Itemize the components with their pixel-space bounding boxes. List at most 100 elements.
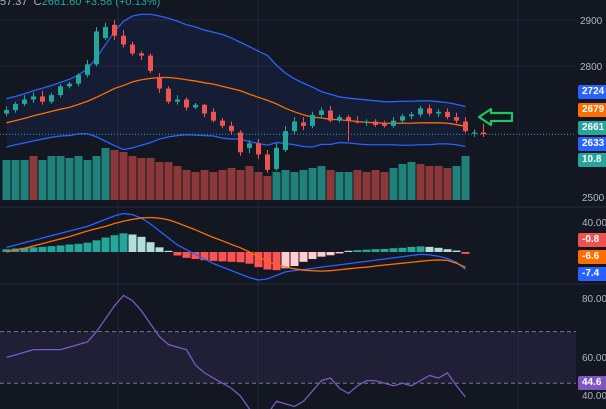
- volume-bar: [74, 156, 83, 200]
- bollinger-fill: [6, 14, 466, 150]
- macd-histogram-bar: [119, 233, 128, 252]
- volume-bar: [209, 172, 218, 200]
- candle-body: [310, 114, 315, 126]
- macd-histogram-bar: [254, 252, 263, 268]
- volume-bar: [83, 160, 92, 200]
- badge-macd-hist: -0.8: [578, 233, 606, 247]
- macd-line: [6, 212, 466, 281]
- change-value: +3.58 (+0.13%): [84, 0, 161, 8]
- badge-bb-upper: 2724: [578, 85, 606, 99]
- candle-body: [400, 116, 405, 121]
- macd-histogram-bar: [299, 252, 308, 262]
- close-value: 2661.60: [41, 0, 82, 8]
- candle-body: [472, 132, 477, 134]
- rsi-tick-40: 40.00: [582, 391, 606, 402]
- volume-bar: [299, 170, 308, 200]
- candle-body: [193, 104, 198, 108]
- candle-body: [283, 131, 288, 151]
- badge-macd-line: -7.4: [578, 267, 606, 281]
- macd-histogram-bar: [218, 252, 227, 262]
- candle-body: [67, 83, 72, 87]
- candle-body: [409, 114, 414, 117]
- volume-bar: [101, 148, 110, 200]
- volume-bar: [11, 160, 20, 200]
- candle-body: [292, 121, 297, 132]
- volume-bar: [65, 158, 74, 200]
- volume-bar: [146, 158, 155, 200]
- macd-histogram-bar: [29, 247, 38, 252]
- macd-histogram-bar: [380, 248, 389, 252]
- volume-bar: [218, 170, 227, 200]
- macd-histogram-bar: [443, 249, 452, 252]
- candle-body: [418, 108, 423, 115]
- rsi-line: [6, 294, 467, 409]
- price-tick-2500: 2500: [582, 193, 605, 204]
- macd-histogram-bar: [74, 243, 83, 252]
- volume-bar: [119, 152, 128, 200]
- volume-bar: [308, 168, 317, 200]
- macd-histogram-bar: [452, 250, 461, 252]
- macd-histogram-bar: [227, 252, 236, 262]
- rsi-tick-60: 60.00: [582, 353, 606, 364]
- volume-bar: [281, 170, 290, 200]
- candle-body: [40, 96, 45, 102]
- candle-body: [4, 110, 9, 114]
- macd-histogram-bar: [389, 248, 398, 252]
- price-header: 57.37 C2661.60 +3.58 (+0.13%): [0, 0, 160, 8]
- volume-bar: [425, 166, 434, 200]
- candle-body: [274, 147, 279, 169]
- candle-body: [454, 117, 459, 121]
- candle-body: [166, 88, 171, 102]
- candle-body: [103, 26, 108, 38]
- macd-histogram-bar: [56, 245, 65, 252]
- candle-body: [22, 99, 27, 104]
- candle-body: [139, 53, 144, 56]
- volume-bar: [191, 172, 200, 200]
- macd-histogram-bar: [461, 252, 470, 254]
- macd-histogram-bar: [353, 250, 362, 252]
- candle-body: [175, 99, 180, 102]
- volume-bar: [416, 164, 425, 200]
- candle-body: [94, 31, 99, 65]
- macd-histogram-bar: [272, 252, 281, 271]
- candle-body: [481, 132, 486, 135]
- candle-body: [49, 95, 54, 102]
- volume-bar: [461, 156, 470, 200]
- macd-panel: [2, 212, 470, 281]
- candle-body: [247, 143, 252, 148]
- candle-body: [121, 35, 126, 45]
- candle-body: [364, 121, 369, 123]
- bollinger-band-area: [6, 14, 466, 150]
- macd-histogram-bar: [209, 252, 218, 261]
- candle-body: [265, 154, 270, 170]
- macd-histogram-bar: [164, 250, 173, 252]
- badge-last-price: 2661: [578, 121, 606, 135]
- candle-body: [445, 111, 450, 118]
- candle-body: [229, 125, 234, 132]
- macd-histogram-bar: [434, 247, 443, 252]
- macd-histogram-bar: [137, 236, 146, 252]
- candle-body: [463, 121, 468, 132]
- macd-signal-line: [6, 216, 466, 272]
- volume-bar: [398, 164, 407, 200]
- macd-histogram-bar: [317, 252, 326, 257]
- volume-bar: [389, 168, 398, 200]
- macd-histogram-bar: [146, 242, 155, 252]
- volume-bar: [452, 166, 461, 200]
- macd-histogram-bar: [371, 249, 380, 252]
- candle-body: [211, 111, 216, 121]
- volume-bar: [137, 158, 146, 200]
- candle-body: [337, 117, 342, 121]
- volume-bar: [29, 156, 38, 200]
- volume-bar: [110, 150, 119, 200]
- macd-histogram-bar: [335, 252, 344, 254]
- green-arrow-icon: [477, 107, 514, 127]
- badge-volume: 10.8: [578, 153, 606, 167]
- volume-bar: [290, 172, 299, 200]
- macd-histogram-bar: [236, 252, 245, 263]
- rsi-tick-80: 80.00: [582, 294, 606, 305]
- macd-histogram-bar: [191, 252, 200, 259]
- candle-body: [85, 64, 90, 75]
- badge-macd-signal: -6.6: [578, 250, 606, 264]
